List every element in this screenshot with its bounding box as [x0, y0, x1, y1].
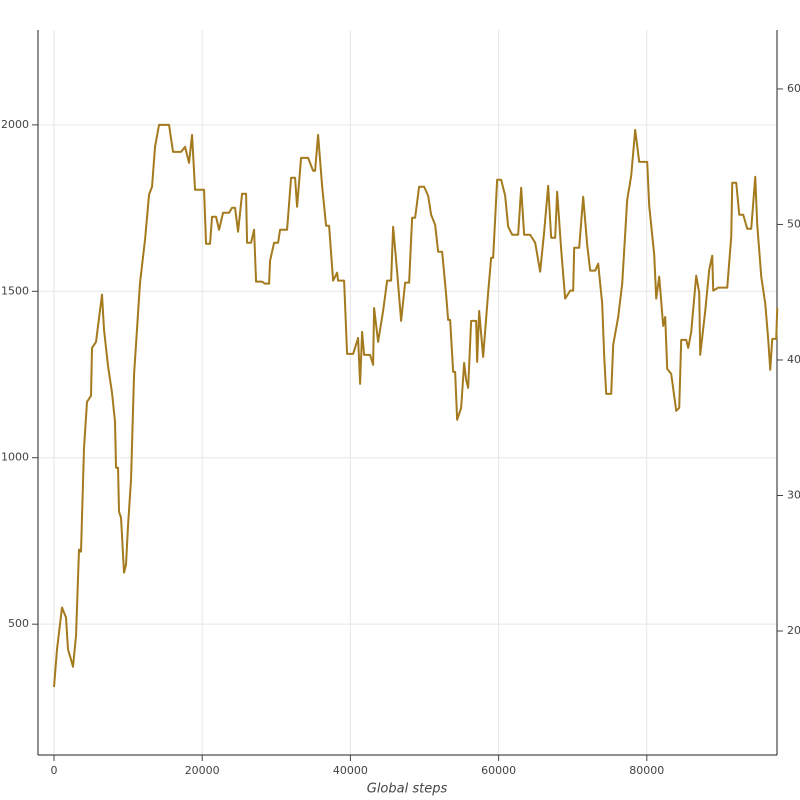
- grid: [38, 30, 777, 755]
- y2-tick-label: 40: [787, 353, 800, 366]
- y-tick-label: 1000: [1, 451, 29, 464]
- x-axis-label: Global steps: [367, 782, 448, 797]
- y2-tick-label: 30: [787, 488, 800, 501]
- y-tick-label: 500: [8, 617, 29, 630]
- y2-tick-label: 60: [787, 82, 800, 95]
- y2-tick-label: 20: [787, 624, 800, 637]
- x-tick-label: 60000: [481, 764, 516, 777]
- x-tick-label: 80000: [629, 764, 664, 777]
- x-tick-label: 0: [50, 764, 57, 777]
- y-tick-label: 1500: [1, 284, 29, 297]
- y2-tick-label: 50: [787, 217, 800, 230]
- x-tick-label: 40000: [333, 764, 368, 777]
- x-tick-label: 20000: [185, 764, 220, 777]
- line-series: [53, 123, 779, 688]
- y-tick-label: 2000: [1, 118, 29, 131]
